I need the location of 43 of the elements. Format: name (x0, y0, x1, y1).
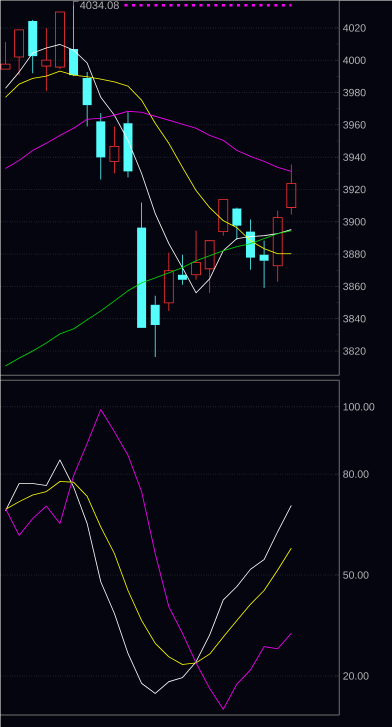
candlestick (14, 30, 24, 76)
y-tick-label: 50.00 (343, 571, 368, 579)
y-tick-label: 100.00 (343, 403, 374, 411)
y-tick-label: 3880 (343, 250, 366, 258)
candlestick (0, 42, 10, 70)
line-series (4, 230, 292, 366)
candlestick (204, 240, 214, 294)
y-tick-label: 4000 (342, 56, 366, 64)
candlestick (259, 240, 268, 288)
line-series (4, 460, 292, 694)
line-series (4, 44, 292, 294)
y-tick-label: 3920 (343, 186, 366, 194)
candlestick (246, 219, 255, 270)
candlestick (178, 254, 187, 286)
candlestick (164, 252, 174, 312)
candlestick (150, 295, 160, 358)
y-tick-label: 3820 (343, 347, 366, 355)
y-tick-label: 3980 (343, 88, 366, 96)
line-series (4, 409, 292, 710)
candlestick (96, 112, 106, 180)
y-tick-label: 3840 (343, 315, 366, 322)
candlestick (232, 207, 242, 240)
candlestick (82, 72, 92, 127)
ref-line-label: 4034.08 (80, 1, 119, 10)
line-series (4, 70, 292, 254)
candlestick (191, 230, 201, 280)
candlestick (28, 19, 38, 74)
y-tick-label: 4020 (342, 24, 366, 32)
y-tick-label: 3900 (343, 218, 366, 226)
line-series (4, 481, 292, 665)
candlestick (123, 112, 132, 178)
candlestick (272, 210, 282, 282)
candlestick (41, 28, 52, 92)
candlestick (68, 4, 78, 76)
candlestick (109, 126, 120, 174)
y-tick-label: 20.00 (343, 672, 368, 680)
y-tick-label: 80.00 (343, 470, 368, 478)
y-tick-label: 3960 (343, 121, 366, 129)
y-tick-label: 3860 (343, 282, 366, 290)
candlestick (137, 202, 146, 328)
y-tick-label: 3940 (343, 153, 366, 161)
line-series (4, 110, 292, 172)
candlestick (286, 164, 296, 215)
